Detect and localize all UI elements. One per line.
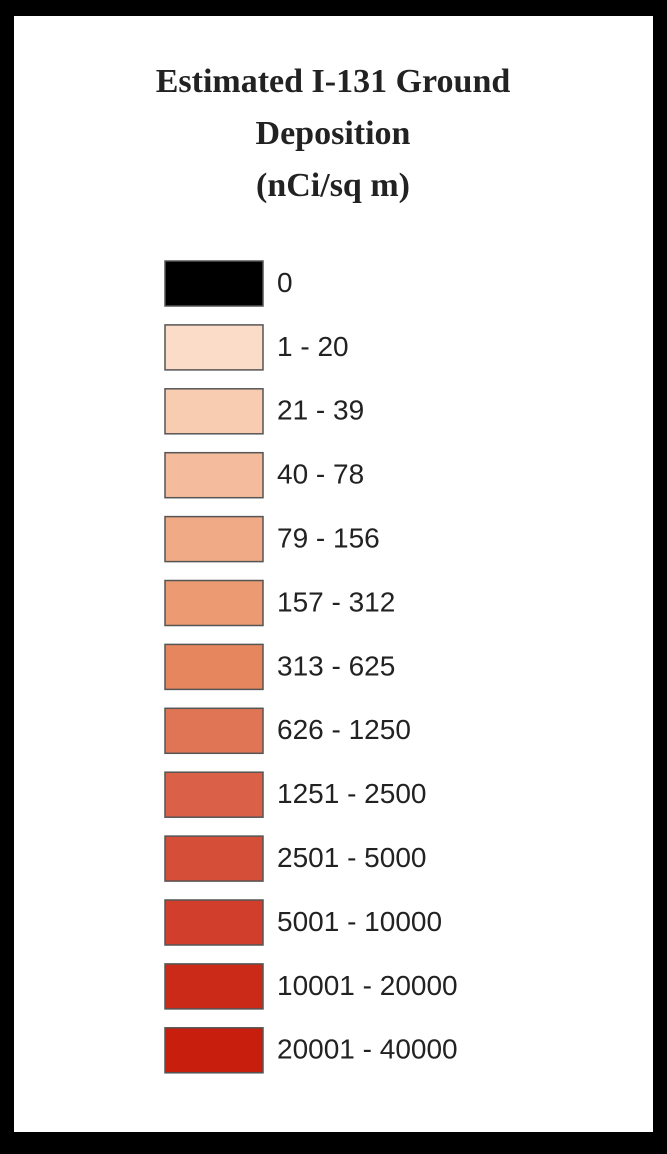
legend-title: (nCi/sq m): [256, 167, 410, 204]
legend-label: 1 - 20: [277, 331, 349, 362]
legend-swatch: [164, 643, 264, 691]
legend-label: 20001 - 40000: [277, 1034, 458, 1065]
legend-swatch: [164, 1027, 264, 1074]
legend-label: 1251 - 2500: [277, 778, 426, 809]
legend-swatch: [164, 451, 264, 499]
legend-swatch: [164, 771, 264, 818]
legend-swatch: [164, 707, 264, 755]
legend-label: 21 - 39: [277, 395, 364, 426]
legend-swatch: [164, 963, 264, 1010]
legend-label: 79 - 156: [277, 522, 380, 553]
legend-swatch: [164, 899, 264, 946]
legend-swatch: [164, 579, 264, 627]
legend-label: 313 - 625: [277, 650, 395, 681]
legend-swatch: [164, 388, 264, 435]
legend-label: 0: [277, 267, 293, 298]
legend-label: 157 - 312: [277, 586, 395, 617]
legend-label: 2501 - 5000: [277, 842, 426, 873]
legend-swatch: [164, 260, 264, 307]
legend-label: 5001 - 10000: [277, 906, 442, 937]
legend-label: 40 - 78: [277, 459, 364, 490]
legend-title: Estimated I-131 Ground: [156, 63, 511, 100]
legend-label: 626 - 1250: [277, 714, 411, 745]
legend-swatch: [164, 515, 264, 563]
legend-background: [14, 16, 653, 1132]
legend-label: 10001 - 20000: [277, 970, 458, 1001]
legend-swatch: [164, 324, 264, 371]
legend-title: Deposition: [256, 115, 411, 152]
legend-swatch: [164, 835, 264, 882]
